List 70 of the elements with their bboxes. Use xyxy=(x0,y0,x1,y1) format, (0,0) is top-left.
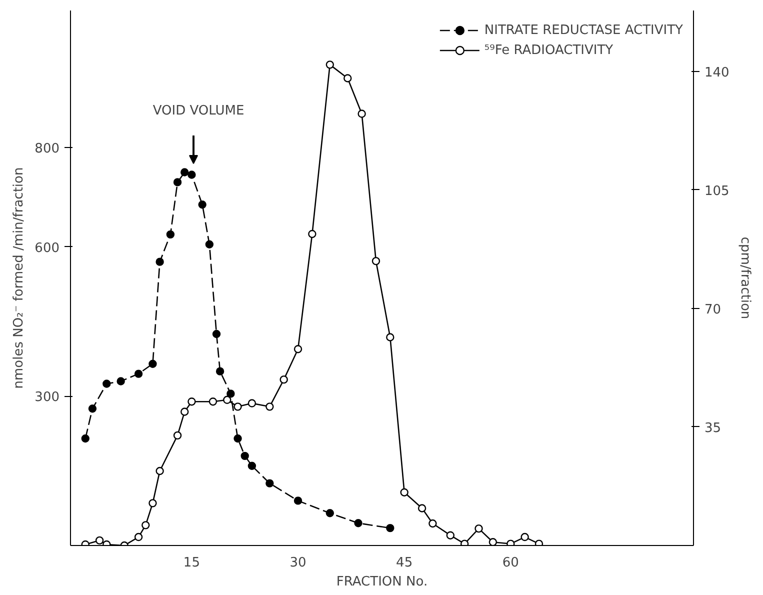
point xyxy=(212,330,221,338)
x-tick-label: 45 xyxy=(396,556,413,570)
point xyxy=(234,434,242,443)
y2-tick-label: 35 xyxy=(704,420,722,436)
point xyxy=(166,230,175,239)
point xyxy=(266,402,274,411)
point xyxy=(134,370,143,378)
point xyxy=(372,256,380,266)
y-axis-title: nmoles NO₂⁻ formed /min/fraction xyxy=(12,167,27,389)
point xyxy=(173,178,182,186)
legend-label: NITRATE REDUCTASE ACTIVITY xyxy=(484,22,683,38)
point xyxy=(266,479,274,488)
x-tick-label: 60 xyxy=(502,556,519,570)
point xyxy=(226,390,235,398)
y2-axis-title: cpm/fraction xyxy=(737,236,752,320)
y-tick-label: 800 xyxy=(34,141,60,156)
x-axis-title: FRACTION No. xyxy=(336,574,428,590)
point xyxy=(148,360,157,368)
point xyxy=(248,462,256,470)
point xyxy=(248,399,256,408)
point xyxy=(180,168,189,176)
point xyxy=(88,404,97,413)
point xyxy=(474,524,483,533)
x-tick-label: 15 xyxy=(183,556,200,570)
point xyxy=(205,240,214,248)
point xyxy=(344,74,352,82)
point xyxy=(156,258,164,266)
point xyxy=(134,532,143,542)
point xyxy=(280,375,288,384)
point xyxy=(294,345,302,354)
point xyxy=(148,499,157,508)
point xyxy=(240,452,249,460)
point xyxy=(446,531,454,540)
y2-tick-label: 140 xyxy=(704,65,730,80)
point xyxy=(386,524,394,532)
point xyxy=(116,377,125,386)
legend-label: ⁵⁹Fe RADIOACTIVITY xyxy=(484,42,614,58)
point xyxy=(208,398,218,406)
point xyxy=(326,509,334,518)
x-tick-label: 30 xyxy=(290,556,306,570)
point xyxy=(358,110,366,118)
point xyxy=(520,532,529,542)
point xyxy=(188,170,196,179)
point xyxy=(428,519,437,528)
point xyxy=(188,398,196,406)
point xyxy=(173,431,182,440)
point xyxy=(95,536,104,545)
point xyxy=(81,434,90,443)
point xyxy=(400,488,408,496)
annotation: VOID VOLUME xyxy=(152,104,244,118)
y2-tick-label: 105 xyxy=(704,184,730,199)
y-tick-label: 300 xyxy=(34,390,60,406)
y-tick-label: 600 xyxy=(34,240,60,256)
point xyxy=(223,396,232,404)
point xyxy=(326,60,334,69)
point xyxy=(198,200,206,209)
point xyxy=(216,367,224,376)
point xyxy=(142,521,150,530)
point xyxy=(180,408,189,416)
point xyxy=(488,538,498,546)
y2-tick-label: 70 xyxy=(704,302,722,318)
point xyxy=(418,504,426,512)
point xyxy=(506,540,515,546)
point xyxy=(102,380,111,388)
point xyxy=(294,496,302,505)
point xyxy=(386,333,394,342)
point xyxy=(156,466,164,476)
point xyxy=(354,519,362,528)
point xyxy=(308,230,316,238)
point xyxy=(234,402,242,411)
